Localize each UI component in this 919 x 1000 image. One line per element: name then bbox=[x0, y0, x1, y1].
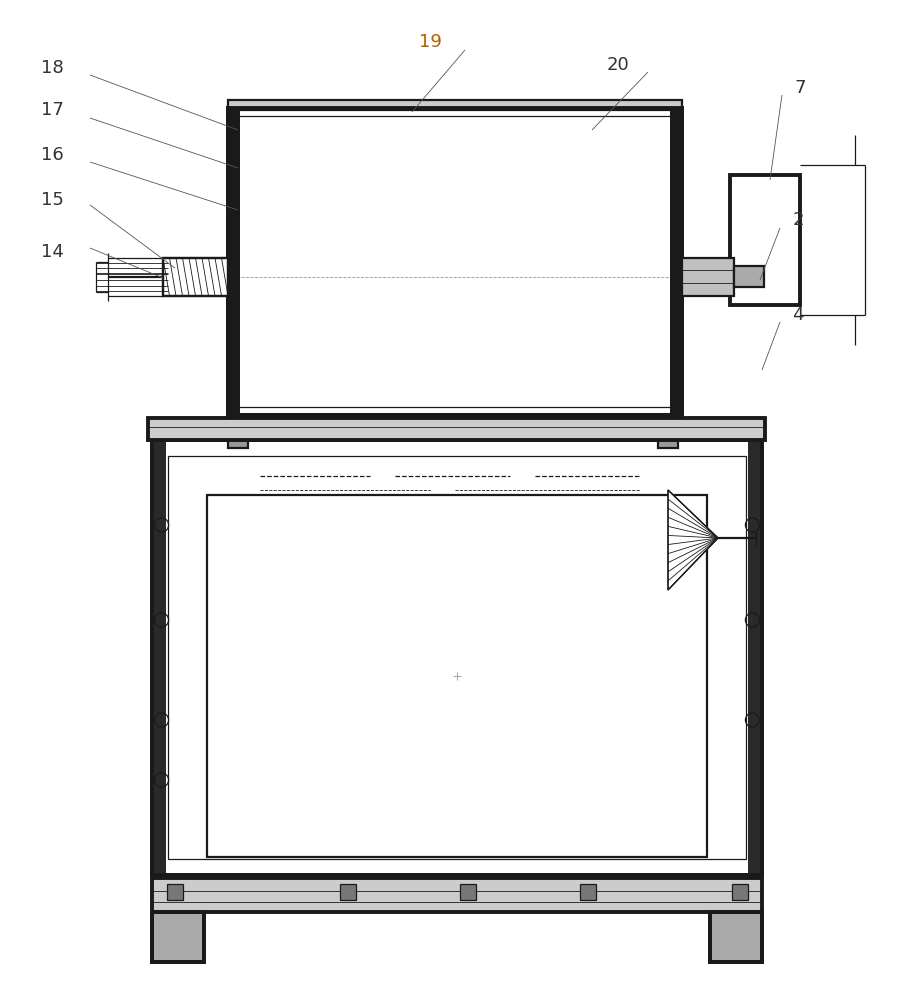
Text: 18: 18 bbox=[40, 59, 63, 77]
Bar bbox=[152, 912, 204, 962]
Bar bbox=[228, 100, 682, 110]
Polygon shape bbox=[668, 490, 718, 590]
Bar bbox=[748, 440, 762, 875]
Bar bbox=[228, 108, 682, 415]
Bar bbox=[167, 884, 183, 900]
Bar bbox=[163, 258, 228, 296]
Bar bbox=[152, 912, 204, 962]
Bar bbox=[732, 884, 748, 900]
Bar bbox=[710, 912, 762, 962]
Bar bbox=[460, 884, 476, 900]
Text: 2: 2 bbox=[792, 211, 804, 229]
Bar bbox=[152, 440, 762, 875]
Bar bbox=[228, 108, 240, 415]
Bar bbox=[734, 266, 764, 287]
Bar bbox=[710, 912, 762, 962]
Bar bbox=[152, 440, 166, 875]
Bar bbox=[340, 884, 356, 900]
Text: 15: 15 bbox=[40, 191, 63, 209]
Bar bbox=[228, 108, 682, 415]
Bar bbox=[580, 884, 596, 900]
Bar bbox=[658, 415, 678, 448]
Bar bbox=[730, 175, 800, 305]
Text: 17: 17 bbox=[40, 101, 63, 119]
Bar bbox=[207, 495, 707, 857]
Bar bbox=[148, 418, 765, 440]
Bar bbox=[236, 116, 674, 407]
Bar bbox=[163, 258, 228, 296]
Bar bbox=[682, 258, 734, 296]
Text: 16: 16 bbox=[40, 146, 63, 164]
Text: 4: 4 bbox=[792, 306, 804, 324]
Text: 20: 20 bbox=[607, 56, 630, 74]
Text: 14: 14 bbox=[40, 243, 63, 261]
Bar bbox=[152, 440, 762, 875]
Bar bbox=[152, 878, 762, 912]
Bar bbox=[168, 456, 746, 859]
Text: 19: 19 bbox=[418, 33, 441, 51]
Bar bbox=[228, 415, 248, 448]
Text: 7: 7 bbox=[794, 79, 806, 97]
Bar bbox=[670, 108, 682, 415]
